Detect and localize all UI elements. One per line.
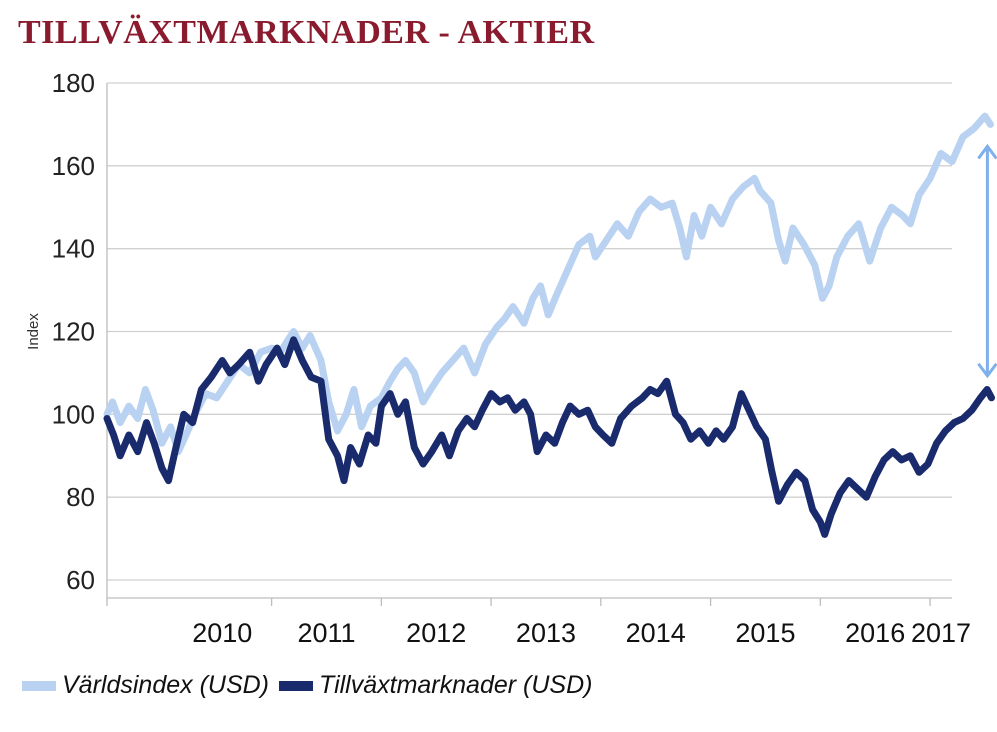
- y-axis-label: Index: [25, 313, 42, 350]
- series-line-world: [103, 112, 994, 456]
- gap-arrow-head-bottom: [977, 362, 997, 379]
- y-tick-label: 180: [52, 68, 95, 98]
- axes: 60 80 100 120 140 160 180 2010 2011 2012 2013 2014 2…: [25, 68, 971, 648]
- x-tick-label: 2017: [911, 618, 971, 648]
- y-tick-label: 80: [66, 482, 95, 512]
- gap-arrow-head-top: [977, 143, 997, 160]
- x-tick-label: 2011: [297, 618, 355, 648]
- x-tick-label: 2015: [735, 618, 795, 648]
- legend-label-em: Tillväxtmarknader (USD): [319, 671, 593, 699]
- legend-swatch-world: [22, 680, 56, 691]
- y-tick-label: 140: [52, 234, 95, 264]
- series-layer: [103, 112, 995, 538]
- x-tick-label: 2010: [192, 618, 252, 648]
- legend: Världsindex (USD) Tillväxtmarknader (USD…: [22, 671, 602, 700]
- x-tick-label: 2012: [406, 618, 466, 648]
- y-tick-label: 60: [66, 565, 95, 595]
- legend-label-world: Världsindex (USD): [62, 671, 270, 699]
- annotation-layer: [977, 143, 997, 379]
- legend-swatch-em: [279, 680, 314, 691]
- x-tick-label: 2014: [626, 618, 686, 648]
- y-tick-label: 120: [52, 317, 95, 347]
- legend-item-world: Världsindex (USD): [22, 671, 269, 700]
- y-tick-label: 160: [52, 151, 95, 181]
- y-tick-label: 100: [52, 399, 95, 429]
- x-tick-label: 2013: [516, 618, 576, 648]
- x-tick-label: 2016: [845, 618, 905, 648]
- series-line-em: [103, 336, 995, 538]
- line-chart: 60 80 100 120 140 160 180 2010 2011 2012 2013 2014 2…: [25, 68, 997, 648]
- gridlines: [107, 82, 952, 581]
- legend-item-em: Tillväxtmarknader (USD): [279, 671, 592, 700]
- chart-title: TILLVÄXTMARKNADER - AKTIER: [18, 14, 595, 51]
